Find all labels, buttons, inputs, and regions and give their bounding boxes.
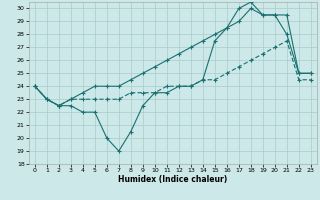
X-axis label: Humidex (Indice chaleur): Humidex (Indice chaleur) bbox=[118, 175, 228, 184]
